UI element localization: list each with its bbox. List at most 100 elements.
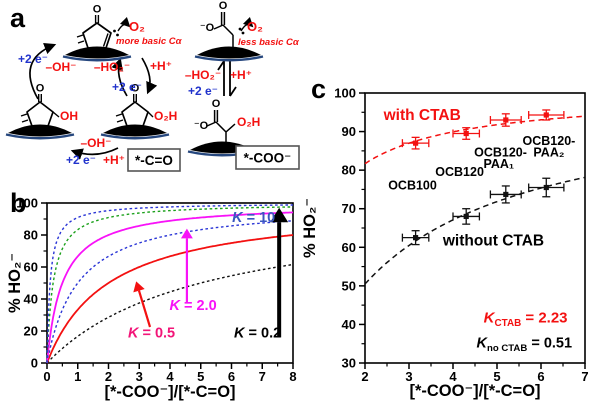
surface-mound (193, 45, 265, 62)
plus-2e-label: +2 e⁻ (112, 80, 142, 94)
plus-2e-label: +2 e⁻ (18, 52, 48, 66)
x-axis-title: [*-COO⁻]/[*-C=O] (409, 382, 540, 400)
minus-ho2-label: –HO₂⁻ (185, 68, 221, 82)
structure-enolate-ketone: O (61, 4, 133, 62)
atom-o: O (131, 83, 140, 95)
annotation: OCB100 (388, 178, 437, 192)
arrow-to-o2-left (117, 16, 131, 32)
annotation: OCB120- (474, 146, 527, 160)
annotation: with CTAB (383, 107, 461, 124)
data-point-without CTAB (413, 235, 419, 241)
structure-carboxylate: O ⁻O (193, 0, 265, 62)
minus-oh-label: –OH⁻ (80, 136, 111, 150)
curve-K = 1 (46, 220, 294, 364)
annotation: K = 10 (232, 210, 275, 226)
group-oh: OH (60, 109, 78, 123)
annotation-arrow (137, 290, 152, 328)
y-tick-label: 30 (342, 356, 356, 371)
carboxylate-species-label: *-COO⁻ (244, 151, 292, 166)
x-tick-label: 1 (74, 369, 81, 384)
data-point-without CTAB (463, 213, 469, 220)
x-tick-label: 2 (105, 369, 112, 384)
structure-ketone-oh: O OH (4, 83, 78, 140)
panel-a-mechanism-diagram: O O OH O O₂H O ⁻O (4, 0, 300, 172)
y-tick-label: 40 (342, 317, 356, 332)
y-tick-label: 80 (24, 228, 38, 243)
data-point-with CTAB (413, 140, 419, 146)
group-o2h: O₂H (237, 115, 260, 129)
plus-h-label: +H⁺ (230, 68, 252, 82)
fit-curve-with CTAB (364, 115, 586, 165)
data-point-without CTAB (543, 184, 549, 191)
fit-curve-without CTAB (364, 176, 586, 285)
panel-c-label: c (311, 74, 327, 104)
panel-b-label: b (10, 188, 27, 218)
annotation: K = 2.0 (169, 298, 216, 314)
x-tick-label: 5 (197, 369, 204, 384)
plus-2e-label: +2 e⁻ (66, 153, 96, 167)
annotation: OCB120 (435, 165, 484, 179)
annotation: Kno CTAB = 0.51 (476, 336, 572, 355)
plus-2e-label: +2 e⁻ (188, 84, 218, 98)
atom-o: O (219, 0, 228, 12)
curve-K = 5 (46, 206, 293, 364)
x-tick-label: 2 (361, 369, 368, 384)
equilibrium-arrow-down (229, 61, 237, 97)
annotation: K = 0.2 (234, 325, 281, 341)
ketone-species-label: *-C=O (135, 153, 173, 168)
atom-o: O (36, 83, 45, 95)
y-axis-title: % HO₂⁻ (6, 253, 24, 313)
x-tick-label: 3 (136, 369, 143, 384)
x-axis-title: [*-COO⁻]/[*-C=O] (104, 383, 235, 401)
arrow-to-o2-right (240, 16, 254, 32)
panel-a-label: a (10, 3, 26, 33)
x-tick-label: 4 (449, 369, 457, 384)
annotation-arrow-head (180, 228, 193, 239)
y-tick-label: 60 (342, 240, 356, 255)
x-tick-label: 3 (405, 369, 412, 384)
minus-oh-label: –OH⁻ (45, 60, 76, 74)
annotation: KCTAB = 2.23 (484, 310, 568, 330)
structure-ketone-o2h: O O₂H (99, 83, 177, 140)
arrow-bottom (70, 147, 119, 160)
x-tick-label: 6 (228, 369, 235, 384)
arrow-down-middle (141, 57, 158, 95)
annotation-arrow-head (133, 281, 145, 293)
data-point-with CTAB (463, 130, 469, 137)
annotation: PAA₂ (533, 146, 564, 160)
annotation: PAA₁ (483, 157, 514, 171)
x-tick-label: 5 (493, 369, 500, 384)
structure-carboxylate-o2h: O ⁻O O₂H (186, 98, 260, 157)
atom-o-negative: ⁻O (200, 22, 215, 34)
data-point-with CTAB (503, 117, 509, 123)
arrow-up-left (29, 42, 57, 100)
reaction-arrows (29, 16, 254, 160)
atom-o-negative: ⁻O (194, 120, 209, 132)
curve-K = 0.2 (46, 263, 294, 364)
o2-label: O₂ (247, 19, 263, 34)
curve-K = 0.5 (46, 234, 294, 364)
x-tick-label: 7 (581, 369, 588, 384)
y-tick-label: 60 (24, 260, 38, 275)
x-tick-label: 8 (289, 369, 296, 384)
y-tick-label: 0 (31, 356, 38, 371)
y-tick-label: 70 (342, 201, 356, 216)
minus-ho2-label: –HO₂⁻ (94, 60, 130, 74)
panel-c-chart: 2 3 4 5 6 7 30 40 50 60 70 80 90 100 [*-COO⁻]/[*-C=O]%… (301, 86, 589, 401)
atom-o: O (212, 98, 221, 110)
curve-K = 2.0 (46, 211, 294, 364)
x-tick-label: 0 (43, 369, 50, 384)
plus-h-label: +H⁺ (103, 153, 125, 167)
y-tick-label: 100 (334, 86, 356, 101)
x-tick-label: 7 (259, 369, 266, 384)
x-tick-label: 4 (166, 369, 174, 384)
o2-label: O₂ (129, 19, 145, 34)
group-o2h: O₂H (154, 109, 177, 123)
y-tick-label: 20 (24, 324, 38, 339)
arrow-up-middle (111, 57, 128, 97)
annotation-arrow-head (270, 207, 289, 223)
annotation: OCB120- (523, 134, 576, 148)
plus-h-label: +H⁺ (150, 59, 172, 73)
